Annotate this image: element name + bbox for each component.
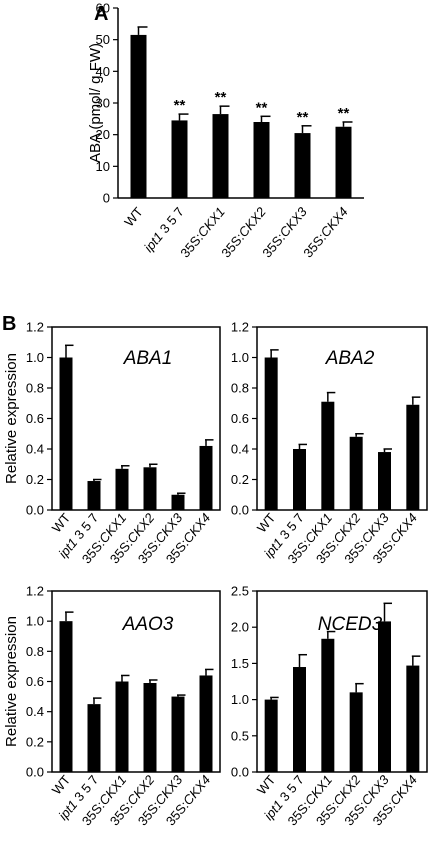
significance-label: **: [174, 97, 186, 114]
significance-label: **: [256, 99, 268, 116]
bar: [199, 675, 213, 772]
bar: [199, 445, 213, 510]
bar: [171, 120, 188, 198]
bar: [143, 683, 157, 772]
bar: [87, 481, 101, 510]
y-tick-label: 0.0: [26, 765, 44, 780]
y-tick-label: 0.2: [26, 472, 44, 487]
gene-title: AAO3: [122, 614, 174, 635]
y-tick-label: 0.2: [26, 734, 44, 749]
gene-title: ABA2: [325, 348, 375, 369]
bar: [212, 114, 229, 198]
y-tick-label: 0.6: [231, 411, 249, 426]
y-tick-label: 40: [96, 64, 110, 79]
bar: [59, 357, 73, 510]
y-tick-label: 0.8: [231, 381, 249, 396]
bar: [335, 126, 352, 198]
bar: [171, 494, 185, 510]
bar: [406, 665, 420, 772]
y-tick-label: 0.2: [231, 472, 249, 487]
y-tick-label: 0.4: [26, 704, 44, 719]
y-tick-label: 1.5: [231, 656, 249, 671]
y-tick-label: 0.4: [26, 442, 44, 457]
y-tick-label: 1.0: [231, 692, 249, 707]
significance-label: **: [338, 105, 350, 122]
y-tick-label: 1.0: [26, 350, 44, 365]
y-axis-label: ABA (pmol/ g FW): [87, 43, 104, 163]
bar: [253, 122, 270, 198]
bar: [264, 699, 278, 772]
y-tick-label: 60: [96, 1, 110, 16]
bar: [115, 468, 129, 510]
y-tick-label: 0.8: [26, 644, 44, 659]
y-tick-label: 0.6: [26, 674, 44, 689]
bar: [321, 638, 335, 772]
significance-label: **: [297, 109, 309, 126]
category-label: WT: [121, 204, 146, 229]
bar: [59, 621, 73, 772]
bar: [349, 436, 363, 510]
bar: [294, 133, 311, 198]
bar: [321, 401, 335, 510]
y-axis-label: Relative expression: [3, 353, 20, 484]
y-tick-label: 0.6: [26, 411, 44, 426]
bar: [293, 667, 306, 772]
panel-letter: A: [94, 3, 108, 25]
y-tick-label: 1.2: [26, 320, 44, 335]
y-tick-label: 1.0: [26, 614, 44, 629]
bar: [378, 621, 391, 772]
y-tick-label: 0: [103, 191, 110, 206]
bar: [378, 452, 391, 510]
y-tick-label: 1.2: [231, 320, 249, 335]
bar: [264, 357, 278, 510]
y-axis-label: Relative expression: [3, 616, 20, 747]
category-label: WT: [254, 510, 279, 535]
category-label: WT: [49, 510, 74, 535]
gene-title: ABA1: [123, 348, 173, 369]
y-tick-label: 1.2: [26, 584, 44, 599]
category-label: WT: [254, 772, 279, 797]
y-tick-label: 50: [96, 32, 110, 47]
y-tick-label: 30: [96, 96, 110, 111]
bar: [293, 449, 306, 510]
y-tick-label: 0.8: [26, 381, 44, 396]
plot-frame: [256, 590, 428, 773]
panel-letter: B: [2, 313, 16, 335]
category-label: WT: [49, 772, 74, 797]
y-tick-label: 20: [96, 127, 110, 142]
significance-label: **: [215, 89, 227, 106]
bar: [171, 696, 185, 772]
bar: [349, 692, 363, 772]
y-tick-label: 0.4: [231, 442, 249, 457]
bar: [87, 704, 101, 772]
y-tick-label: 0.0: [231, 765, 249, 780]
y-tick-label: 0.0: [231, 503, 249, 518]
bar: [115, 681, 129, 772]
y-tick-label: 2.0: [231, 620, 249, 635]
bar: [130, 34, 147, 198]
y-tick-label: 0.0: [26, 503, 44, 518]
bar: [143, 467, 157, 510]
y-tick-label: 10: [96, 159, 110, 174]
gene-title: NCED3: [318, 614, 383, 635]
y-tick-label: 0.5: [231, 728, 249, 743]
y-tick-label: 1.0: [231, 350, 249, 365]
bar: [406, 404, 420, 510]
y-tick-label: 2.5: [231, 584, 249, 599]
